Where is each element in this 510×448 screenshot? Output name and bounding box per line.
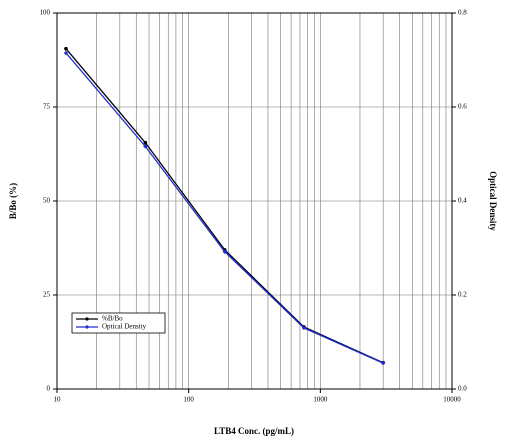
legend-label: %B/Bo — [102, 315, 123, 323]
x-tick-label: 10000 — [443, 396, 461, 404]
y-axis-title: B/Bo (%) — [8, 183, 18, 219]
legend-label: Optical Density — [102, 323, 147, 331]
point — [143, 144, 148, 149]
y-tick-label: 0 — [47, 385, 51, 393]
legend-marker — [85, 325, 89, 329]
y2-tick-label: 0.2 — [458, 291, 467, 299]
x-tick-label: 100 — [183, 396, 194, 404]
y-tick-label: 25 — [43, 291, 51, 299]
y2-axis-title: Optical Density — [488, 171, 498, 231]
y-tick-label: 100 — [40, 9, 51, 17]
point — [380, 360, 386, 366]
point — [301, 325, 307, 331]
y2-tick-label: 0.0 — [458, 385, 467, 393]
y-tick-label: 75 — [43, 103, 51, 111]
y2-tick-label: 0.6 — [458, 103, 467, 111]
point — [63, 50, 69, 56]
legend-box — [71, 312, 166, 334]
point — [64, 46, 68, 51]
x-axis-title: LTB4 Conc. (pg/mL) — [214, 426, 294, 436]
x-tick-label: 1000 — [313, 396, 328, 404]
y2-tick-label: 0.4 — [458, 197, 467, 205]
x-tick-label: 10 — [54, 396, 62, 404]
point — [222, 249, 227, 254]
legend-marker — [85, 317, 89, 321]
y2-tick-label: 0.8 — [458, 9, 467, 17]
point — [143, 140, 148, 145]
y-tick-label: 50 — [43, 197, 51, 205]
plot-frame — [56, 12, 453, 390]
